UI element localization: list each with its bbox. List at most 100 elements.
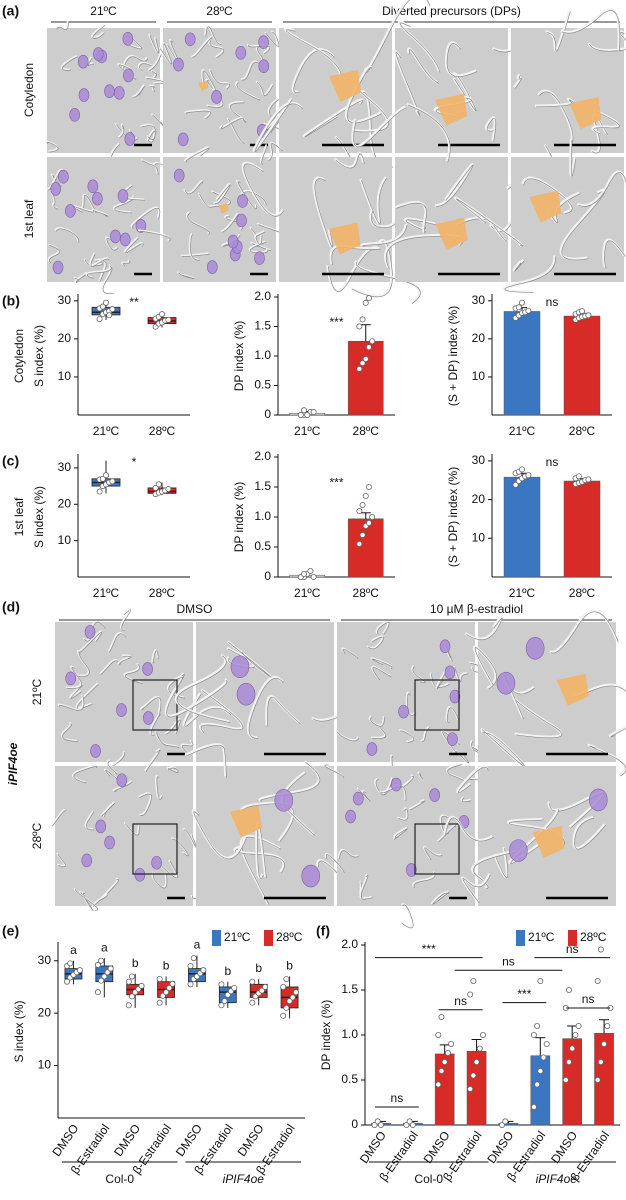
y-tick-label: 10 — [58, 369, 72, 383]
data-point — [473, 1059, 480, 1066]
cell-wall — [560, 8, 621, 51]
dp-cell — [328, 222, 361, 255]
micrograph-bg — [337, 766, 475, 906]
column-header: DMSO — [177, 602, 213, 616]
cell-wall-shadow — [546, 11, 571, 52]
cell-wall-shadow — [410, 800, 426, 811]
significance: ns — [391, 1091, 404, 1105]
stoma — [177, 132, 189, 147]
cell-wall-shadow — [100, 660, 122, 675]
cell-wall — [148, 33, 159, 53]
cell-wall-shadow — [55, 228, 80, 243]
cell-wall — [359, 176, 388, 225]
significance: ns — [582, 992, 595, 1006]
cell-wall-shadow — [70, 685, 83, 699]
cell-wall — [182, 827, 197, 849]
cell-wall-shadow — [248, 677, 284, 739]
cell-wall-shadow — [407, 104, 451, 163]
letter: b — [163, 959, 170, 973]
cell-wall — [89, 252, 110, 267]
cell-wall-shadow — [181, 741, 194, 755]
cell-wall-shadow — [504, 256, 556, 293]
cell-wall-shadow — [578, 172, 626, 207]
cell-wall — [255, 821, 267, 879]
data-point — [103, 472, 110, 479]
cell-wall-shadow — [481, 729, 526, 768]
cell-wall-shadow — [462, 874, 491, 904]
stoma — [92, 191, 103, 206]
row-label: 1st leaf — [12, 497, 26, 536]
cell-wall-shadow — [155, 731, 180, 749]
micrograph-bg — [55, 766, 193, 906]
cell-wall — [368, 715, 385, 727]
cell-wall-shadow — [193, 811, 247, 860]
cell-wall-shadow — [619, 32, 626, 41]
stoma — [274, 788, 294, 812]
stoma — [65, 204, 76, 218]
dp-cell — [218, 203, 229, 214]
data-point — [94, 961, 101, 968]
data-point — [286, 998, 293, 1005]
cell-wall — [213, 182, 231, 204]
stoma — [398, 704, 409, 719]
significance: *** — [422, 942, 436, 956]
stoma — [52, 260, 64, 275]
letter: a — [194, 938, 201, 952]
stoma — [235, 46, 247, 60]
cell-wall-shadow — [87, 57, 95, 66]
cell-wall — [412, 871, 435, 888]
x-tick-label: 21ºC — [93, 586, 120, 600]
cell-wall — [123, 236, 144, 253]
cell-wall — [105, 236, 118, 250]
data-point — [356, 541, 363, 548]
cell-wall — [572, 815, 606, 850]
micrograph — [45, 20, 169, 164]
letter: b — [286, 959, 293, 973]
cell-wall-shadow — [255, 235, 263, 245]
row-label: 28ºC — [30, 822, 44, 849]
cell-wall — [86, 56, 94, 66]
x-tick-label: DMSO — [173, 1122, 205, 1160]
data-point — [94, 989, 101, 996]
cell-wall-shadow — [523, 178, 573, 214]
cell-wall-shadow — [407, 693, 417, 716]
bar — [347, 341, 384, 416]
cell-wall-shadow — [124, 823, 141, 836]
cell-wall — [254, 233, 262, 245]
cell-wall-shadow — [107, 760, 118, 775]
data-point — [537, 978, 544, 985]
data-point — [304, 411, 311, 418]
bar — [503, 311, 541, 416]
cell-wall — [117, 123, 124, 138]
cell-wall — [608, 725, 626, 737]
y-tick-label: 10 — [58, 533, 72, 547]
cell-wall-shadow — [101, 802, 116, 818]
letter: a — [70, 943, 77, 957]
cell-wall — [149, 84, 155, 92]
dp-cell — [229, 805, 262, 838]
data-point — [438, 1014, 445, 1021]
data-point — [106, 312, 113, 319]
cell-wall-shadow — [243, 163, 285, 217]
data-point — [166, 984, 173, 991]
micrograph — [335, 620, 484, 780]
stoma — [449, 689, 461, 704]
cell-wall-shadow — [538, 91, 574, 147]
x-tick-label: 28ºC — [569, 586, 596, 600]
cell-wall-shadow — [486, 118, 497, 142]
data-point — [96, 488, 103, 495]
data-point — [109, 306, 116, 313]
x-tick-label: 28ºC — [569, 424, 596, 438]
cell-wall — [50, 808, 66, 826]
error-bar — [439, 1044, 450, 1054]
cell-wall — [240, 801, 295, 842]
data-point — [280, 1012, 287, 1019]
cell-wall-shadow — [393, 828, 408, 840]
y-tick-label: 10 — [38, 1058, 52, 1072]
cell-wall-shadow — [251, 243, 272, 251]
cell-wall — [45, 140, 58, 152]
cell-wall-shadow — [184, 181, 204, 195]
data-point — [76, 967, 83, 974]
y-tick-label: 30 — [472, 293, 486, 307]
